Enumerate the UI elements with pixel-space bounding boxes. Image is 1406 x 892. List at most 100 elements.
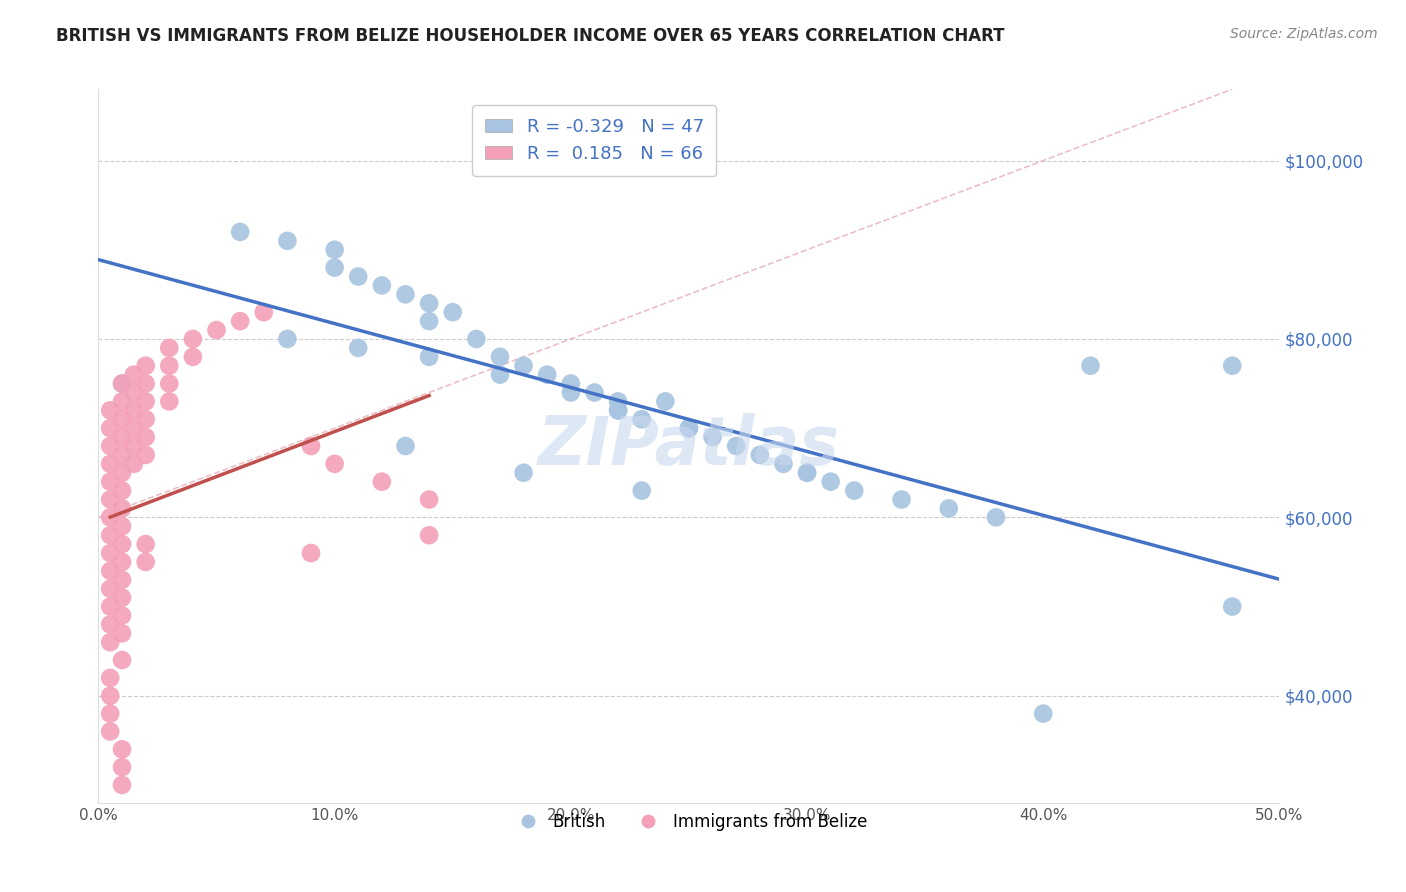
- Point: [347, 269, 370, 284]
- Point: [560, 385, 582, 400]
- Point: [276, 234, 298, 248]
- Legend: British, Immigrants from Belize: British, Immigrants from Belize: [505, 806, 873, 838]
- Point: [1032, 706, 1054, 721]
- Point: [111, 448, 134, 462]
- Point: [323, 243, 346, 257]
- Point: [98, 582, 121, 596]
- Point: [157, 376, 180, 391]
- Point: [98, 724, 121, 739]
- Point: [607, 403, 630, 417]
- Point: [560, 376, 582, 391]
- Point: [678, 421, 700, 435]
- Point: [98, 528, 121, 542]
- Point: [299, 439, 322, 453]
- Text: BRITISH VS IMMIGRANTS FROM BELIZE HOUSEHOLDER INCOME OVER 65 YEARS CORRELATION C: BRITISH VS IMMIGRANTS FROM BELIZE HOUSEH…: [56, 27, 1005, 45]
- Point: [98, 564, 121, 578]
- Point: [98, 403, 121, 417]
- Point: [276, 332, 298, 346]
- Point: [122, 385, 145, 400]
- Text: Source: ZipAtlas.com: Source: ZipAtlas.com: [1230, 27, 1378, 41]
- Point: [205, 323, 228, 337]
- Point: [111, 430, 134, 444]
- Point: [181, 332, 204, 346]
- Point: [111, 412, 134, 426]
- Point: [98, 475, 121, 489]
- Point: [181, 350, 204, 364]
- Point: [844, 483, 866, 498]
- Point: [111, 376, 134, 391]
- Point: [111, 466, 134, 480]
- Point: [394, 287, 416, 301]
- Point: [111, 608, 134, 623]
- Point: [111, 591, 134, 605]
- Point: [441, 305, 464, 319]
- Point: [418, 350, 440, 364]
- Point: [98, 599, 121, 614]
- Point: [111, 778, 134, 792]
- Point: [98, 439, 121, 453]
- Point: [725, 439, 748, 453]
- Point: [122, 403, 145, 417]
- Point: [135, 448, 157, 462]
- Point: [98, 421, 121, 435]
- Point: [111, 626, 134, 640]
- Point: [111, 760, 134, 774]
- Point: [418, 296, 440, 310]
- Point: [98, 689, 121, 703]
- Point: [630, 412, 652, 426]
- Point: [98, 546, 121, 560]
- Point: [98, 671, 121, 685]
- Point: [748, 448, 770, 462]
- Point: [135, 359, 157, 373]
- Point: [465, 332, 488, 346]
- Point: [512, 466, 534, 480]
- Point: [299, 546, 322, 560]
- Point: [98, 706, 121, 721]
- Point: [253, 305, 276, 319]
- Point: [984, 510, 1007, 524]
- Point: [512, 359, 534, 373]
- Point: [111, 394, 134, 409]
- Text: ZIPatlas: ZIPatlas: [538, 413, 839, 479]
- Point: [122, 421, 145, 435]
- Point: [371, 278, 394, 293]
- Point: [371, 475, 394, 489]
- Point: [111, 653, 134, 667]
- Point: [1220, 359, 1243, 373]
- Point: [122, 457, 145, 471]
- Point: [394, 439, 416, 453]
- Point: [229, 225, 252, 239]
- Point: [890, 492, 912, 507]
- Point: [1080, 359, 1102, 373]
- Point: [135, 537, 157, 551]
- Point: [122, 439, 145, 453]
- Point: [98, 635, 121, 649]
- Point: [111, 483, 134, 498]
- Point: [98, 492, 121, 507]
- Point: [347, 341, 370, 355]
- Point: [157, 359, 180, 373]
- Point: [135, 394, 157, 409]
- Point: [135, 430, 157, 444]
- Point: [111, 573, 134, 587]
- Point: [135, 412, 157, 426]
- Point: [122, 368, 145, 382]
- Point: [111, 537, 134, 551]
- Point: [938, 501, 960, 516]
- Point: [796, 466, 818, 480]
- Point: [772, 457, 794, 471]
- Point: [654, 394, 676, 409]
- Point: [418, 314, 440, 328]
- Point: [98, 457, 121, 471]
- Point: [489, 368, 512, 382]
- Point: [536, 368, 558, 382]
- Point: [1220, 599, 1243, 614]
- Point: [702, 430, 724, 444]
- Point: [418, 528, 440, 542]
- Point: [111, 742, 134, 756]
- Point: [489, 350, 512, 364]
- Point: [98, 510, 121, 524]
- Point: [135, 376, 157, 391]
- Point: [98, 617, 121, 632]
- Point: [630, 483, 652, 498]
